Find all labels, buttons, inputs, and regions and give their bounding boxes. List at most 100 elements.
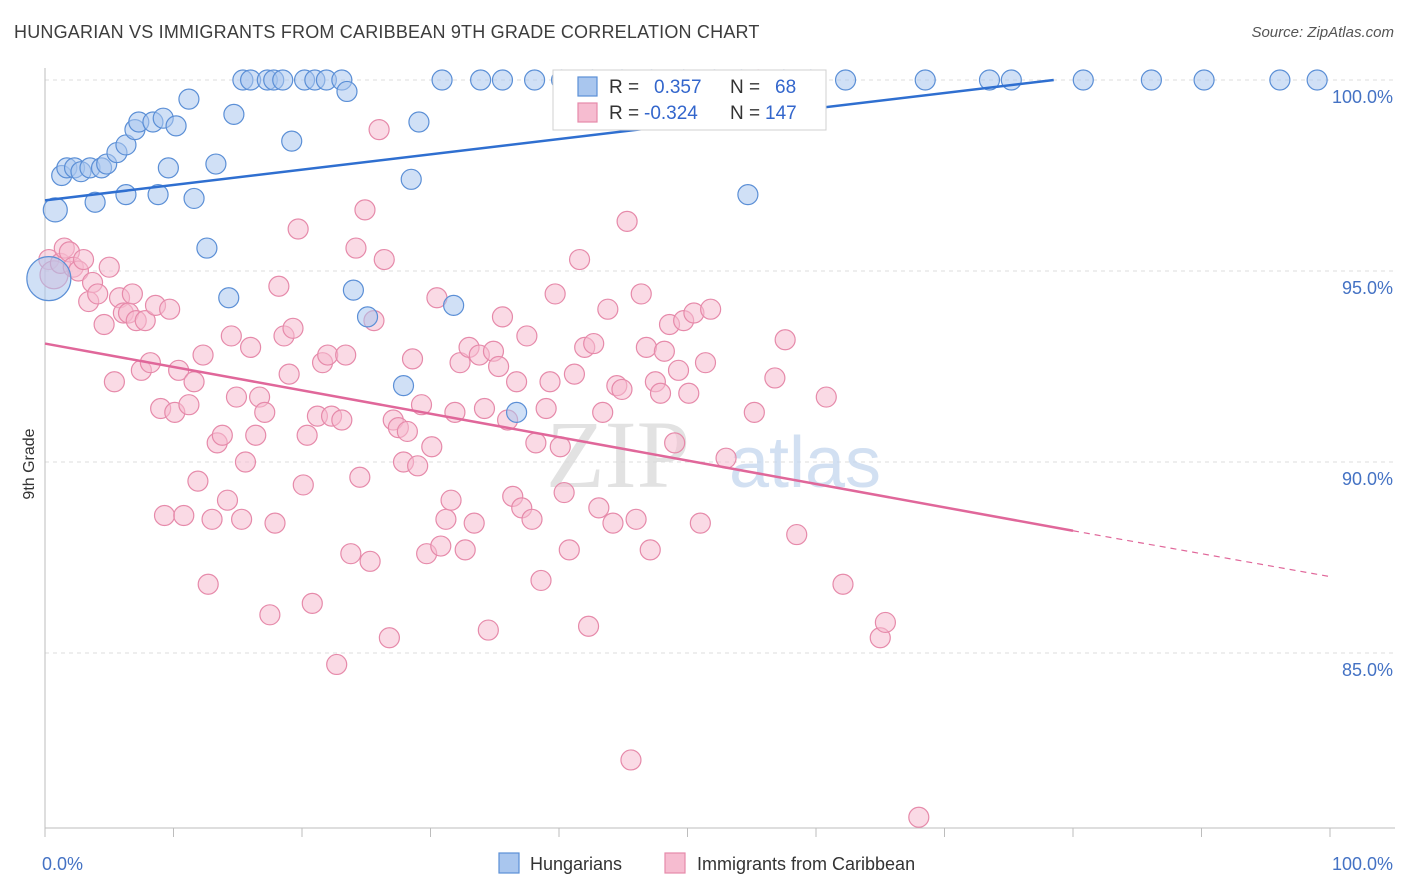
legend-swatch-blue: [577, 76, 598, 97]
caribbean-point-11: [93, 313, 115, 336]
caribbean-point-62: [335, 344, 357, 366]
caribbean-point-36: [211, 424, 233, 446]
caribbean-point-78: [410, 394, 433, 416]
legend-swatch-pink: [577, 102, 598, 123]
caribbean-point-131: [664, 432, 686, 454]
hungarian-point-43: [443, 294, 465, 316]
caribbean-point-51: [282, 317, 304, 339]
legend-r-value-pink: -0.324: [644, 103, 698, 124]
caribbean-point-66: [354, 199, 376, 221]
hungarian-point-0: [26, 256, 72, 302]
hungarian-point-41: [408, 111, 430, 133]
caribbean-point-102: [525, 432, 547, 454]
hungarian-point-37: [342, 279, 364, 301]
caribbean-point-83: [435, 508, 457, 530]
caribbean-point-145: [815, 386, 837, 408]
bottom-legend-label-caribbean: Immigrants from Caribbean: [697, 854, 915, 874]
caribbean-point-87: [454, 539, 476, 561]
hungarian-point-31: [281, 130, 303, 152]
caribbean-point-45: [254, 401, 276, 423]
hungarian-trend-line: [44, 78, 1054, 202]
caribbean-point-58: [317, 344, 339, 366]
hungarian-point-12: [115, 184, 137, 206]
caribbean-point-117: [597, 298, 619, 320]
hungarian-point-20: [178, 88, 200, 110]
hungarian-point-66: [1269, 69, 1291, 91]
caribbean-point-108: [553, 481, 575, 504]
caribbean-point-24: [153, 504, 176, 527]
hungarian-point-23: [205, 153, 227, 175]
legend-n-value-blue: 68: [775, 77, 796, 98]
hungarian-point-67: [1306, 69, 1328, 91]
caribbean-point-100: [516, 325, 538, 347]
pink-series-points: [38, 69, 930, 828]
caribbean-point-50: [278, 363, 300, 385]
caribbean-point-111: [568, 248, 591, 271]
caribbean-point-84: [440, 489, 462, 511]
caribbean-point-43: [245, 424, 267, 446]
hungarian-point-65: [1193, 69, 1215, 91]
bottom-legend-swatch-pink: [664, 852, 686, 874]
caribbean-point-60: [326, 653, 348, 676]
caribbean-point-144: [786, 523, 808, 546]
caribbean-point-128: [649, 382, 672, 404]
caribbean-point-20: [134, 310, 156, 332]
caribbean-point-71: [378, 627, 400, 649]
caribbean-point-124: [630, 283, 652, 305]
caribbean-point-29: [178, 394, 200, 416]
legend-r-value-blue: 0.357: [654, 77, 702, 98]
caribbean-point-28: [173, 504, 195, 527]
caribbean-point-143: [774, 329, 796, 351]
caribbean-point-142: [764, 367, 786, 389]
chart-title: HUNGARIAN VS IMMIGRANTS FROM CARIBBEAN 9…: [14, 22, 760, 42]
caribbean-point-146: [832, 573, 854, 595]
hungarian-point-30: [272, 69, 294, 91]
caribbean-point-46: [259, 604, 281, 626]
caribbean-point-113: [577, 615, 600, 637]
caribbean-point-118: [602, 512, 624, 534]
hungarian-point-44: [470, 69, 492, 91]
y-tick-label-1: 90.0%: [1342, 469, 1393, 489]
hungarian-point-7: [84, 191, 106, 213]
caribbean-point-30: [183, 371, 205, 393]
hungarian-point-60: [914, 69, 936, 91]
caribbean-point-64: [345, 237, 367, 259]
caribbean-point-25: [159, 298, 181, 320]
caribbean-point-82: [430, 535, 452, 557]
trend-lines: [44, 78, 1331, 578]
caribbean-point-149: [908, 806, 930, 828]
hungarian-point-18: [157, 157, 179, 179]
x-tick-label-1: 100.0%: [1332, 854, 1393, 874]
hungarian-point-45: [491, 69, 514, 91]
caribbean-point-125: [635, 336, 657, 358]
caribbean-point-31: [187, 470, 209, 492]
caribbean-point-34: [201, 508, 223, 530]
caribbean-point-103: [530, 569, 552, 592]
caribbean-point-91: [473, 397, 496, 420]
chart-source: Source: ZipAtlas.com: [1251, 24, 1394, 41]
caribbean-point-77: [407, 455, 429, 477]
caribbean-point-41: [234, 451, 257, 473]
caribbean-point-42: [240, 336, 262, 358]
y-tick-label-0: 85.0%: [1342, 660, 1393, 680]
caribbean-point-37: [216, 489, 239, 511]
blue-series-points: [26, 69, 1328, 423]
caribbean-trend-extension: [1072, 530, 1331, 578]
caribbean-point-10: [87, 283, 109, 305]
correlation-legend: R = 0.357 N = 68 R = -0.324 N = 147: [552, 69, 827, 131]
caribbean-point-132: [667, 359, 690, 381]
caribbean-point-140: [743, 401, 765, 423]
caribbean-point-52: [287, 218, 309, 240]
caribbean-point-39: [225, 386, 248, 408]
caribbean-point-148: [874, 611, 896, 634]
caribbean-point-116: [592, 401, 614, 423]
caribbean-trend-line: [44, 342, 1074, 532]
x-tick-labels: 0.0% 100.0%: [42, 854, 1393, 874]
caribbean-point-55: [301, 592, 323, 614]
caribbean-point-94: [488, 355, 510, 378]
caribbean-point-76: [401, 348, 424, 370]
hungarian-point-24: [218, 287, 240, 309]
bottom-legend-swatch-blue: [498, 852, 520, 874]
caribbean-point-70: [373, 248, 395, 271]
hungarian-point-21: [183, 187, 205, 210]
